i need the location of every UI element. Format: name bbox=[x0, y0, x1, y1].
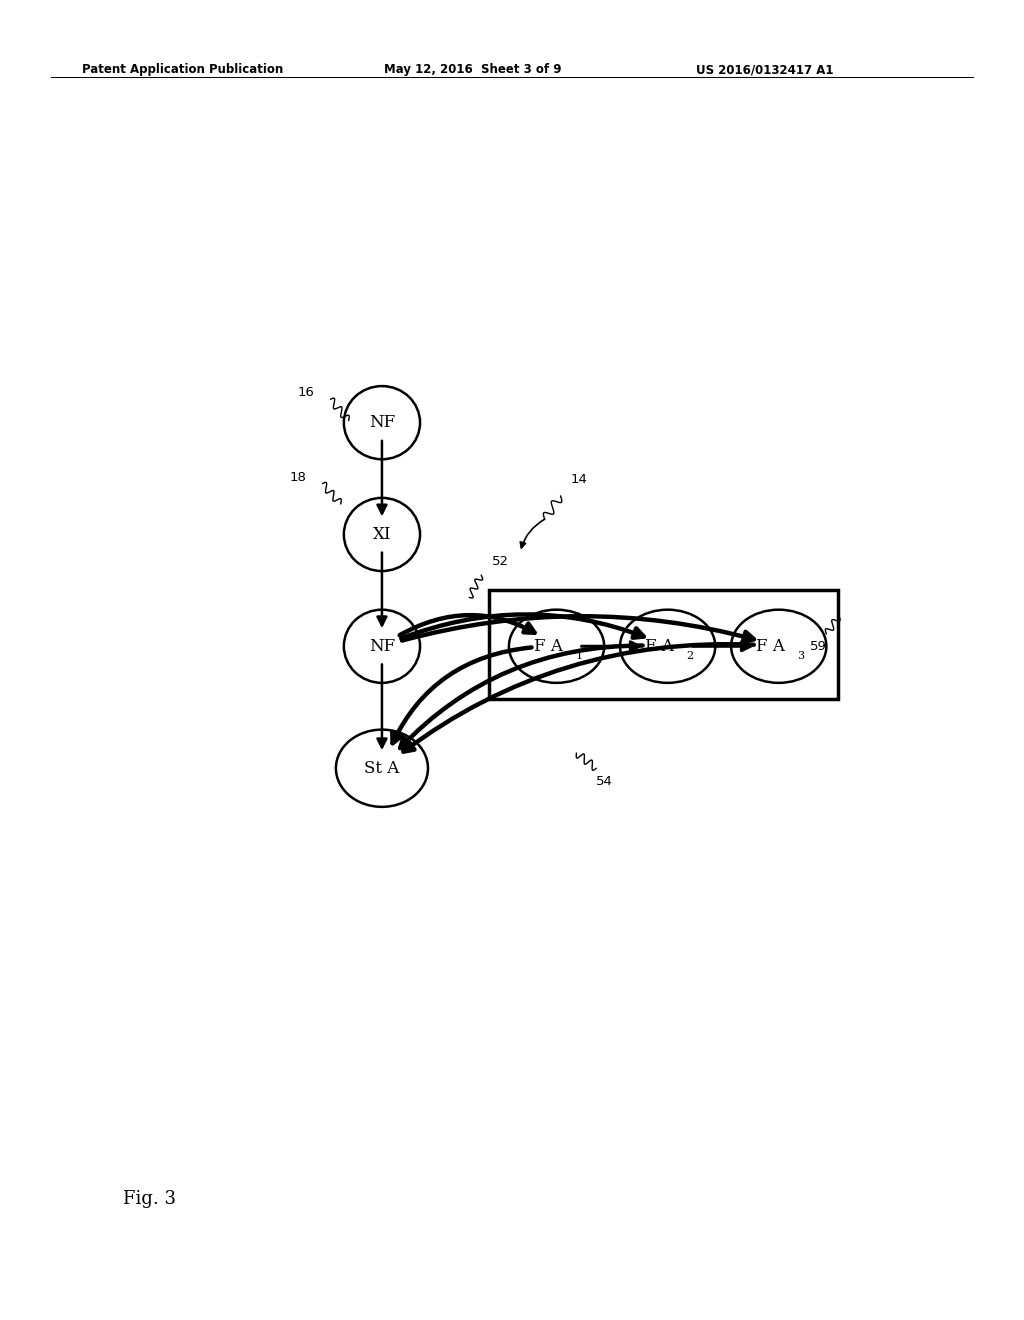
Text: F A: F A bbox=[645, 638, 674, 655]
Text: F A: F A bbox=[535, 638, 563, 655]
Text: 59: 59 bbox=[810, 640, 826, 653]
Ellipse shape bbox=[731, 610, 826, 682]
Text: 54: 54 bbox=[596, 775, 612, 788]
Text: 14: 14 bbox=[570, 473, 588, 486]
Text: May 12, 2016  Sheet 3 of 9: May 12, 2016 Sheet 3 of 9 bbox=[384, 63, 561, 77]
Text: St A: St A bbox=[365, 760, 399, 776]
Text: 3: 3 bbox=[798, 652, 805, 661]
Text: US 2016/0132417 A1: US 2016/0132417 A1 bbox=[696, 63, 834, 77]
Text: Patent Application Publication: Patent Application Publication bbox=[82, 63, 284, 77]
Ellipse shape bbox=[344, 385, 420, 459]
Ellipse shape bbox=[344, 498, 420, 572]
Text: XI: XI bbox=[373, 525, 391, 543]
Ellipse shape bbox=[336, 730, 428, 807]
Text: 52: 52 bbox=[492, 554, 509, 568]
Ellipse shape bbox=[344, 610, 420, 682]
Text: F A: F A bbox=[757, 638, 785, 655]
Ellipse shape bbox=[621, 610, 715, 682]
Text: Fig. 3: Fig. 3 bbox=[123, 1189, 176, 1208]
Text: 2: 2 bbox=[686, 652, 693, 661]
Text: 18: 18 bbox=[290, 471, 306, 484]
Text: NF: NF bbox=[369, 414, 395, 432]
Ellipse shape bbox=[509, 610, 604, 682]
Bar bbox=[489, 590, 839, 700]
Text: NF: NF bbox=[369, 638, 395, 655]
Text: 16: 16 bbox=[298, 385, 314, 399]
Text: 1: 1 bbox=[575, 652, 583, 661]
